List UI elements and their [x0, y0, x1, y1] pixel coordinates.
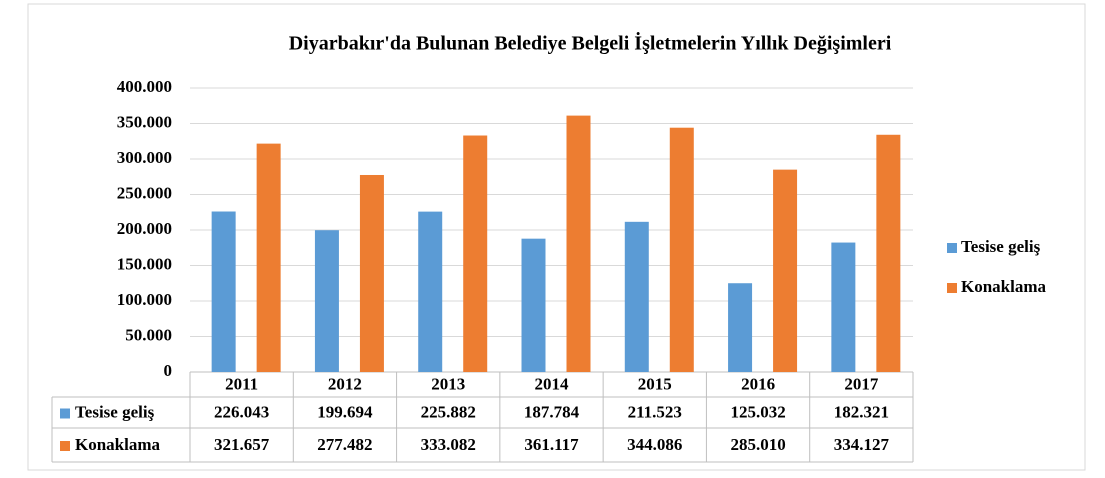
table-value: 361.117 [524, 435, 579, 454]
y-tick-label: 50.000 [125, 325, 172, 344]
y-tick-label: 350.000 [117, 112, 172, 131]
bar [669, 127, 694, 372]
legend-key [947, 243, 957, 253]
bar [521, 238, 546, 372]
table-value: 125.032 [730, 402, 785, 421]
table-value: 333.082 [421, 435, 476, 454]
table-value: 277.482 [317, 435, 372, 454]
table-value: 334.127 [834, 435, 890, 454]
table-value: 187.784 [524, 402, 580, 421]
table-value: 211.523 [628, 402, 682, 421]
table-legend-key [60, 408, 70, 419]
table-legend-key [60, 441, 70, 451]
legend-label: Tesise geliş [961, 237, 1041, 256]
x-tick-label: 2011 [225, 374, 258, 393]
bar [773, 169, 798, 372]
table-value: 199.694 [317, 402, 373, 421]
bar [463, 135, 488, 372]
bar [256, 143, 281, 372]
legend-key [947, 283, 957, 293]
table-row-label: Tesise geliş [75, 402, 155, 421]
y-tick-label: 100.000 [117, 290, 172, 309]
table-value: 344.086 [627, 435, 682, 454]
table-value: 321.657 [214, 435, 270, 454]
table-value: 285.010 [730, 435, 785, 454]
y-tick-label: 0 [164, 361, 173, 380]
x-tick-label: 2016 [741, 374, 775, 393]
y-tick-label: 300.000 [117, 148, 172, 167]
chart-title: Diyarbakır'da Bulunan Belediye Belgeli İ… [289, 31, 892, 55]
legend-label: Konaklama [961, 277, 1047, 296]
table-value: 225.882 [421, 402, 476, 421]
bar [418, 211, 443, 372]
table-row-label: Konaklama [75, 435, 161, 454]
x-tick-label: 2013 [431, 374, 465, 393]
table-value: 182.321 [834, 402, 889, 421]
x-tick-label: 2012 [328, 374, 362, 393]
bar [624, 221, 649, 372]
x-tick-label: 2014 [535, 374, 570, 393]
bar [359, 174, 384, 372]
x-tick-label: 2017 [844, 374, 879, 393]
bar [876, 134, 901, 372]
bar [566, 115, 591, 372]
table-value: 226.043 [214, 402, 269, 421]
y-tick-label: 200.000 [117, 219, 172, 238]
y-tick-label: 150.000 [117, 254, 172, 273]
bar [314, 230, 339, 372]
bar [728, 283, 753, 372]
chart-frame [27, 3, 1086, 471]
bar [211, 211, 236, 372]
y-tick-label: 250.000 [117, 183, 172, 202]
y-tick-label: 400.000 [117, 77, 172, 96]
x-tick-label: 2015 [638, 374, 672, 393]
bar [831, 242, 856, 372]
